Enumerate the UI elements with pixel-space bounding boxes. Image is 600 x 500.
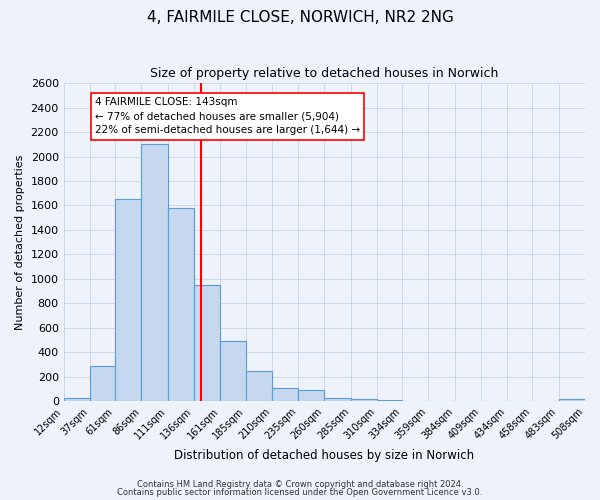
Y-axis label: Number of detached properties: Number of detached properties: [15, 154, 25, 330]
Bar: [559, 399, 585, 402]
Text: Contains public sector information licensed under the Open Government Licence v3: Contains public sector information licen…: [118, 488, 482, 497]
Bar: [142, 144, 168, 402]
Bar: [325, 398, 350, 402]
Bar: [115, 200, 142, 402]
Text: Contains HM Land Registry data © Crown copyright and database right 2024.: Contains HM Land Registry data © Crown c…: [137, 480, 463, 489]
X-axis label: Distribution of detached houses by size in Norwich: Distribution of detached houses by size …: [174, 450, 475, 462]
Text: 4 FAIRMILE CLOSE: 143sqm
← 77% of detached houses are smaller (5,904)
22% of sem: 4 FAIRMILE CLOSE: 143sqm ← 77% of detach…: [95, 98, 360, 136]
Bar: [90, 366, 115, 402]
Bar: [220, 342, 245, 402]
Bar: [272, 388, 298, 402]
Bar: [428, 401, 455, 402]
Bar: [402, 401, 428, 402]
Bar: [194, 285, 220, 402]
Bar: [455, 401, 481, 402]
Bar: [298, 390, 325, 402]
Bar: [64, 398, 90, 402]
Bar: [377, 400, 402, 402]
Text: 4, FAIRMILE CLOSE, NORWICH, NR2 2NG: 4, FAIRMILE CLOSE, NORWICH, NR2 2NG: [146, 10, 454, 25]
Bar: [245, 372, 272, 402]
Bar: [168, 208, 194, 402]
Bar: [350, 399, 377, 402]
Title: Size of property relative to detached houses in Norwich: Size of property relative to detached ho…: [150, 68, 499, 80]
